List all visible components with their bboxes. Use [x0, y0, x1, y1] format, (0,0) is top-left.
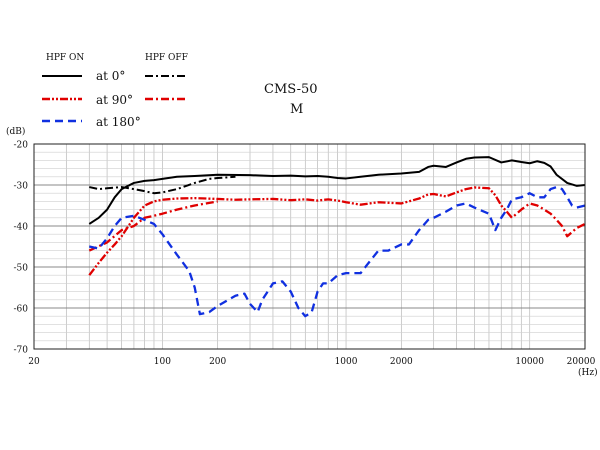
series-line-0 — [88, 156, 586, 225]
y-tick-label: -60 — [14, 305, 29, 315]
y-tick-label: -30 — [14, 182, 29, 192]
series-line-2 — [88, 186, 508, 276]
legend-label-90: at 90° — [96, 93, 133, 107]
x-tick-label: 20000 — [567, 357, 596, 367]
y-tick-label: -50 — [14, 264, 29, 274]
chart-series — [88, 156, 586, 318]
x-tick-label: 2000 — [390, 357, 413, 367]
x-tick-label: 20 — [28, 357, 40, 367]
x-tick-label: 200 — [209, 357, 226, 367]
x-tick-label: 10000 — [515, 357, 544, 367]
x-tick-label: 1000 — [335, 357, 358, 367]
series-line-3 — [88, 200, 218, 252]
plot-frame — [33, 143, 586, 350]
x-unit-label: (Hz) — [578, 367, 598, 378]
chart-grid — [34, 144, 585, 349]
chart-title: CMS-50 — [264, 82, 318, 97]
y-tick-label: -20 — [14, 141, 29, 151]
series-line-1 — [89, 175, 236, 195]
legend-hpf-off-label: HPF OFF — [145, 53, 188, 63]
x-tick-label: 100 — [154, 357, 171, 367]
y-tick-label: -70 — [14, 346, 29, 356]
legend-label-180: at 180° — [96, 115, 141, 129]
series-line-4 — [505, 202, 586, 238]
y-tick-label: -40 — [14, 223, 29, 233]
chart-subtitle: M — [290, 102, 303, 117]
legend: HPF ON HPF OFF at 0° at 90° at 180° — [42, 53, 188, 129]
series-line-5 — [89, 185, 586, 318]
legend-label-0: at 0° — [96, 69, 125, 83]
y-unit-label: (dB) — [6, 126, 25, 137]
legend-hpf-on-label: HPF ON — [46, 53, 84, 63]
